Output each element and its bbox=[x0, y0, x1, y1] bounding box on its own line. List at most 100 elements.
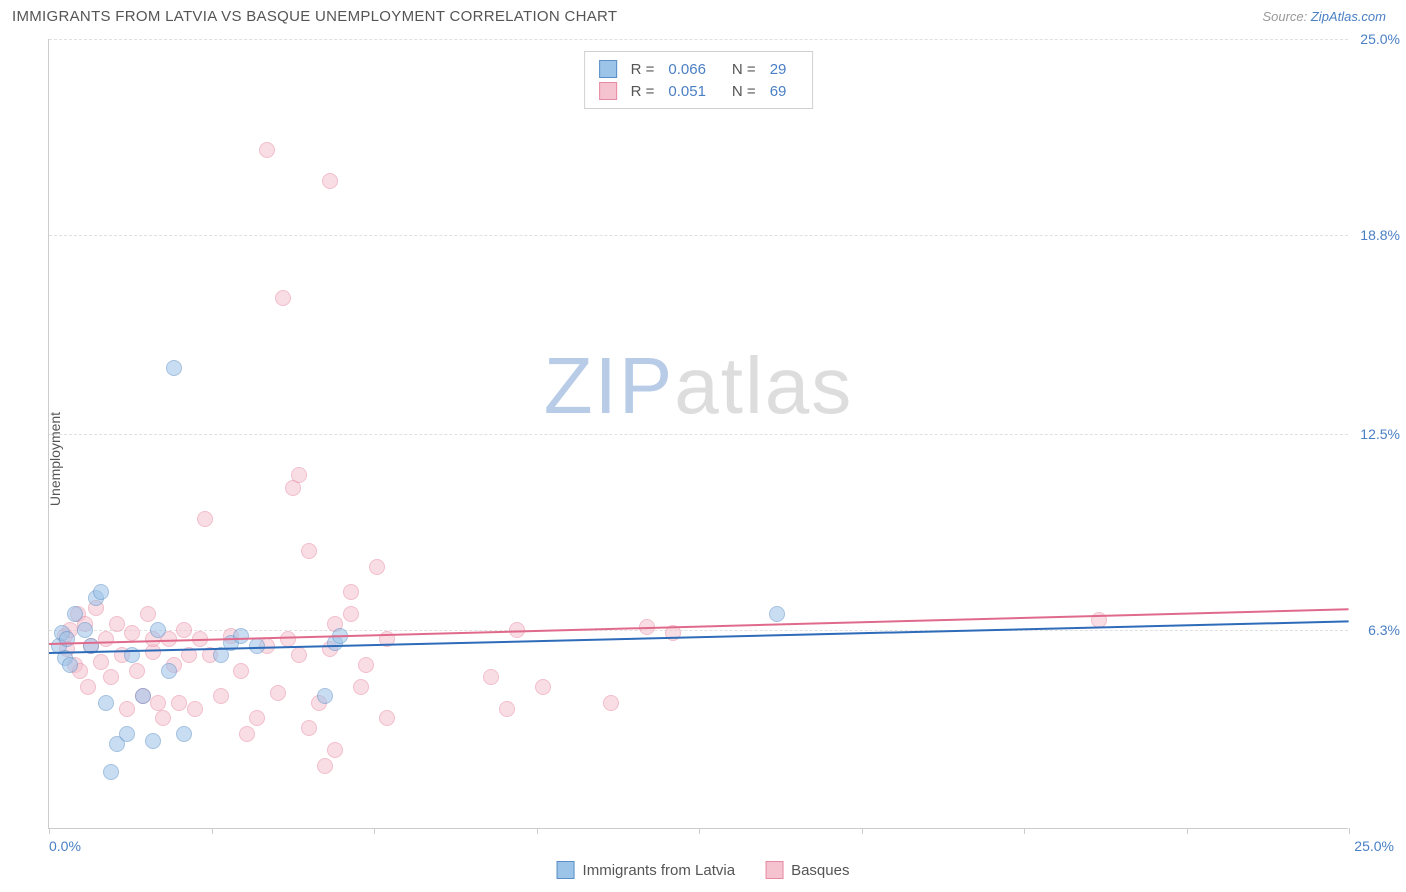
x-tick-label-min: 0.0% bbox=[49, 838, 81, 854]
x-tick bbox=[1024, 828, 1025, 834]
data-point bbox=[358, 657, 374, 673]
legend-label-2: Basques bbox=[791, 862, 849, 879]
data-point bbox=[317, 758, 333, 774]
data-point bbox=[280, 631, 296, 647]
data-point bbox=[343, 584, 359, 600]
series-legend: Immigrants from Latvia Basques bbox=[557, 861, 850, 879]
legend-label-1: Immigrants from Latvia bbox=[583, 862, 736, 879]
data-point bbox=[98, 695, 114, 711]
x-tick bbox=[212, 828, 213, 834]
x-tick-label-max: 25.0% bbox=[1354, 838, 1394, 854]
data-point bbox=[275, 290, 291, 306]
correlation-legend-row-1: R = 0.066 N = 29 bbox=[599, 58, 799, 80]
data-point bbox=[259, 142, 275, 158]
x-tick bbox=[49, 828, 50, 834]
data-point bbox=[103, 669, 119, 685]
legend-item-1: Immigrants from Latvia bbox=[557, 861, 736, 879]
r-label-1: R = bbox=[631, 61, 655, 78]
grid-line bbox=[49, 235, 1348, 236]
legend-swatch-1 bbox=[557, 861, 575, 879]
x-tick bbox=[374, 828, 375, 834]
data-point bbox=[343, 606, 359, 622]
data-point bbox=[124, 625, 140, 641]
source-attribution: Source: ZipAtlas.com bbox=[1262, 9, 1386, 24]
data-point bbox=[270, 685, 286, 701]
data-point bbox=[119, 726, 135, 742]
data-point bbox=[161, 663, 177, 679]
data-point bbox=[499, 701, 515, 717]
data-point bbox=[155, 710, 171, 726]
legend-swatch-2 bbox=[765, 861, 783, 879]
data-point bbox=[769, 606, 785, 622]
grid-line bbox=[49, 434, 1348, 435]
y-tick-label: 25.0% bbox=[1360, 31, 1400, 47]
data-point bbox=[93, 654, 109, 670]
x-tick bbox=[699, 828, 700, 834]
data-point bbox=[145, 733, 161, 749]
data-point bbox=[233, 663, 249, 679]
data-point bbox=[98, 631, 114, 647]
r-value-2: 0.051 bbox=[668, 83, 706, 100]
data-point bbox=[103, 764, 119, 780]
data-point bbox=[135, 688, 151, 704]
n-label-2: N = bbox=[732, 83, 756, 100]
data-point bbox=[140, 606, 156, 622]
data-point bbox=[317, 688, 333, 704]
data-point bbox=[77, 622, 93, 638]
data-point bbox=[59, 631, 75, 647]
data-point bbox=[233, 628, 249, 644]
y-tick-label: 12.5% bbox=[1360, 426, 1400, 442]
data-point bbox=[119, 701, 135, 717]
plot-area: ZIPatlas R = 0.066 N = 29 R = 0.051 N = … bbox=[48, 39, 1348, 829]
correlation-legend: R = 0.066 N = 29 R = 0.051 N = 69 bbox=[584, 51, 814, 109]
data-point bbox=[291, 647, 307, 663]
watermark-zip: ZIP bbox=[544, 341, 674, 430]
data-point bbox=[62, 657, 78, 673]
data-point bbox=[249, 710, 265, 726]
data-point bbox=[187, 701, 203, 717]
watermark: ZIPatlas bbox=[544, 340, 853, 432]
data-point bbox=[93, 584, 109, 600]
data-point bbox=[301, 543, 317, 559]
legend-item-2: Basques bbox=[765, 861, 849, 879]
data-point bbox=[369, 559, 385, 575]
data-point bbox=[535, 679, 551, 695]
y-tick-label: 6.3% bbox=[1368, 622, 1400, 638]
swatch-series-1 bbox=[599, 60, 617, 78]
data-point bbox=[109, 616, 125, 632]
data-point bbox=[129, 663, 145, 679]
data-point bbox=[603, 695, 619, 711]
n-value-1: 29 bbox=[770, 61, 787, 78]
r-value-1: 0.066 bbox=[668, 61, 706, 78]
data-point bbox=[327, 742, 343, 758]
data-point bbox=[353, 679, 369, 695]
data-point bbox=[150, 695, 166, 711]
r-label-2: R = bbox=[631, 83, 655, 100]
source-prefix: Source: bbox=[1262, 9, 1310, 24]
data-point bbox=[483, 669, 499, 685]
watermark-atlas: atlas bbox=[674, 341, 853, 430]
x-tick bbox=[1187, 828, 1188, 834]
data-point bbox=[67, 606, 83, 622]
chart-title: IMMIGRANTS FROM LATVIA VS BASQUE UNEMPLO… bbox=[12, 8, 617, 25]
data-point bbox=[80, 679, 96, 695]
header: IMMIGRANTS FROM LATVIA VS BASQUE UNEMPLO… bbox=[0, 0, 1406, 29]
n-label-1: N = bbox=[732, 61, 756, 78]
data-point bbox=[322, 173, 338, 189]
data-point bbox=[197, 511, 213, 527]
data-point bbox=[150, 622, 166, 638]
x-tick bbox=[862, 828, 863, 834]
grid-line bbox=[49, 39, 1348, 40]
n-value-2: 69 bbox=[770, 83, 787, 100]
data-point bbox=[213, 688, 229, 704]
data-point bbox=[379, 710, 395, 726]
data-point bbox=[176, 622, 192, 638]
x-tick bbox=[537, 828, 538, 834]
correlation-legend-row-2: R = 0.051 N = 69 bbox=[599, 80, 799, 102]
source-name: ZipAtlas.com bbox=[1311, 9, 1386, 24]
data-point bbox=[166, 360, 182, 376]
swatch-series-2 bbox=[599, 82, 617, 100]
chart-container: Unemployment ZIPatlas R = 0.066 N = 29 R… bbox=[0, 29, 1406, 889]
x-tick bbox=[1349, 828, 1350, 834]
y-tick-label: 18.8% bbox=[1360, 227, 1400, 243]
